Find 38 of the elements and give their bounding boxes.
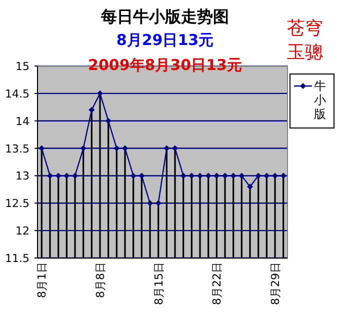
- point: [180, 172, 186, 179]
- x-tick-label: 8月29日: [269, 262, 282, 305]
- point: [88, 106, 95, 113]
- point: [47, 172, 53, 179]
- x-tick-label: 8月15日: [152, 262, 166, 305]
- point: [147, 200, 153, 206]
- point: [272, 172, 278, 179]
- point: [97, 90, 103, 96]
- x-tick-label: 8月1日: [36, 262, 49, 298]
- point: [105, 118, 112, 124]
- point: [72, 172, 78, 179]
- point: [247, 184, 253, 190]
- annotation: 2009年8月30日13元: [88, 56, 242, 74]
- y-tick-label: 12: [16, 224, 30, 238]
- chart-subtitle: 8月29日13元: [116, 31, 214, 49]
- y-tick-label: 14.5: [5, 87, 30, 100]
- point: [197, 172, 203, 179]
- point: [255, 172, 262, 179]
- text: 苍穹玉骢: [287, 18, 323, 63]
- point: [80, 145, 86, 152]
- y-tick-label: 14: [16, 114, 30, 128]
- y-tick-label: 13.5: [5, 142, 30, 156]
- point: [238, 172, 245, 179]
- x-tick-label: 8月22日: [210, 262, 224, 305]
- y-tick-label: 13: [16, 170, 30, 183]
- y-tick-label: 11.5: [5, 252, 30, 265]
- point: [222, 172, 228, 179]
- legend-label: 牛小版: [314, 79, 326, 121]
- point: [138, 172, 145, 179]
- point: [122, 145, 128, 152]
- x-tick-label: 8月8日: [94, 262, 107, 298]
- point: [38, 145, 45, 152]
- y-tick-label: 12.5: [5, 197, 30, 210]
- y-tick-label: 15: [16, 60, 30, 73]
- point: [155, 200, 162, 206]
- chart-title: 每日牛小版走势图: [100, 7, 229, 26]
- point: [172, 145, 178, 152]
- point: [130, 172, 136, 179]
